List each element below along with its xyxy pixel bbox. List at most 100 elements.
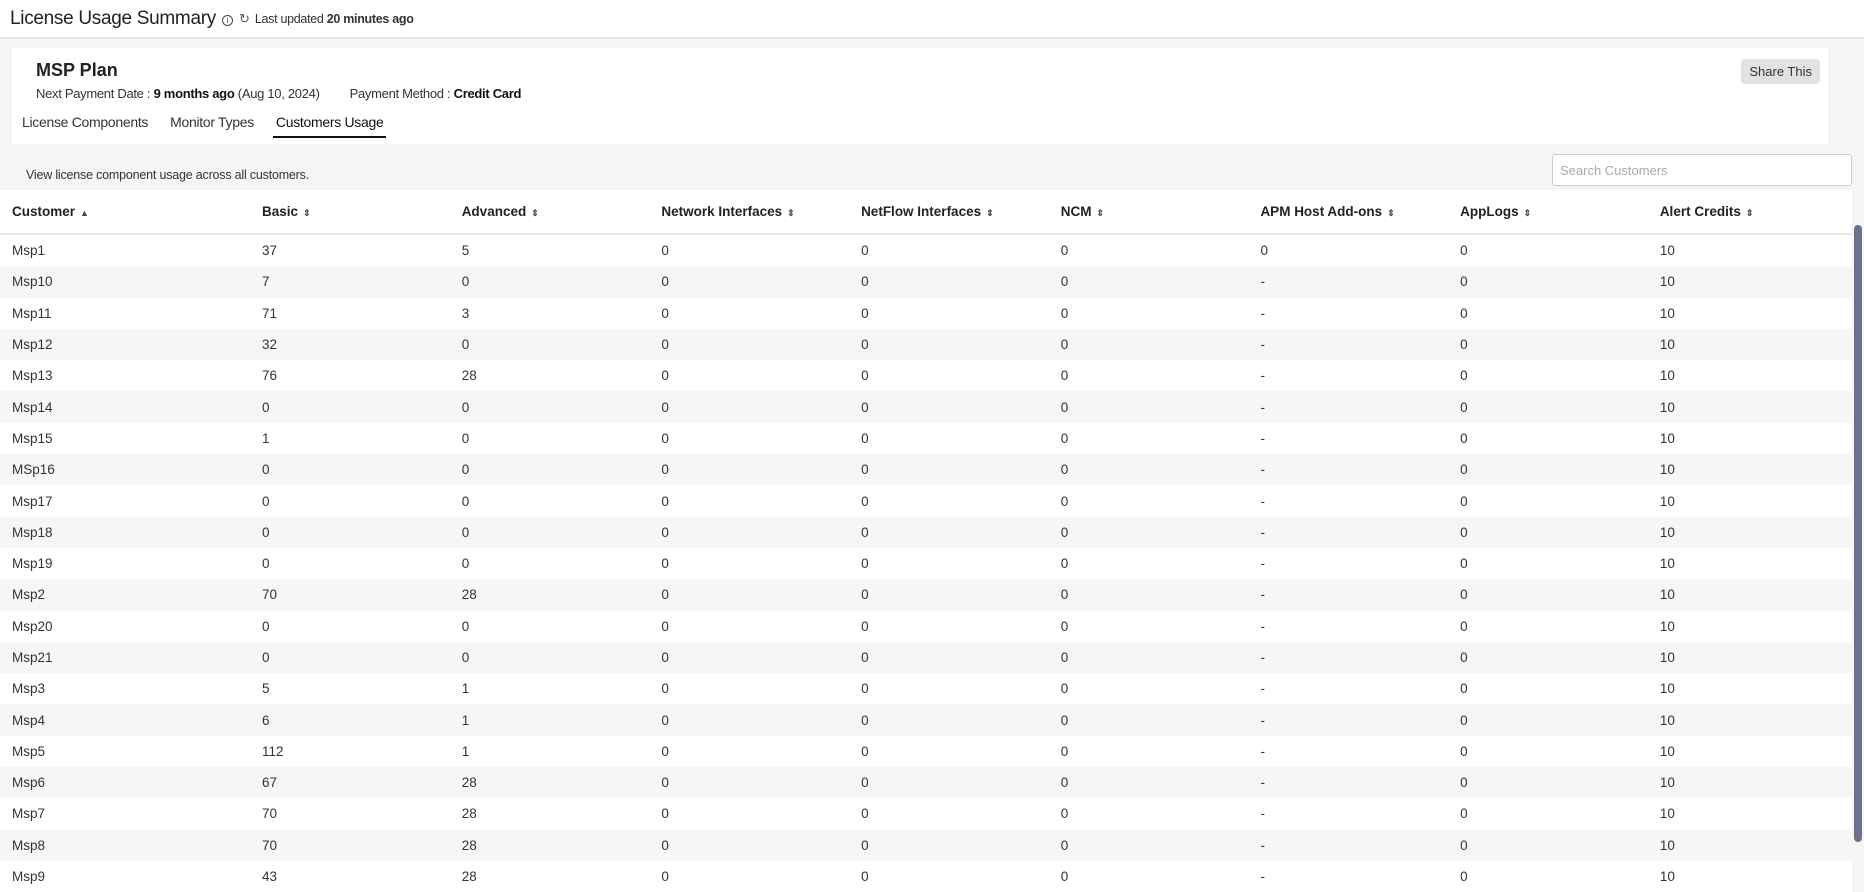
table-row[interactable]: Msp10 7 0 0 0 0 - 0 10 bbox=[0, 266, 1852, 298]
cell-apm-host-add-ons: - bbox=[1260, 806, 1265, 822]
cell-advanced: 28 bbox=[461, 869, 477, 885]
table-row[interactable]: Msp7 70 28 0 0 0 - 0 10 bbox=[0, 798, 1852, 829]
cell-alert-credits: 10 bbox=[1659, 775, 1675, 791]
column-header-label: APM Host Add-ons bbox=[1260, 204, 1383, 219]
table-row[interactable]: Msp13 76 28 0 0 0 - 0 10 bbox=[0, 360, 1852, 391]
cell-alert-credits: 10 bbox=[1659, 524, 1675, 540]
table-row[interactable]: Msp8 70 28 0 0 0 - 0 10 bbox=[0, 829, 1852, 861]
next-payment-value: 9 months ago bbox=[153, 86, 235, 101]
cell-network-interfaces: 0 bbox=[661, 524, 669, 540]
table-row[interactable]: Msp12 32 0 0 0 0 - 0 10 bbox=[0, 328, 1852, 361]
cell-basic: 0 bbox=[262, 524, 270, 540]
share-button[interactable]: Share This bbox=[1741, 59, 1820, 84]
scrollbar[interactable] bbox=[1854, 225, 1862, 842]
cell-ncm: 0 bbox=[1060, 618, 1069, 634]
sort-ascending-icon[interactable]: ▲ bbox=[80, 208, 89, 218]
cell-advanced: 1 bbox=[461, 681, 470, 697]
cell-applogs: 0 bbox=[1460, 869, 1468, 885]
column-header-ncm[interactable]: NCM ⇕ bbox=[1049, 204, 1249, 219]
cell-customer: Msp20 bbox=[12, 618, 53, 634]
table-row[interactable]: Msp18 0 0 0 0 0 - 0 10 bbox=[0, 516, 1852, 548]
column-header-label: Basic bbox=[262, 204, 299, 219]
column-header-apm-host-add-ons[interactable]: APM Host Add-ons ⇕ bbox=[1248, 204, 1448, 219]
table-row[interactable]: Msp9 43 28 0 0 0 - 0 10 bbox=[0, 861, 1852, 892]
table-row[interactable]: Msp21 0 0 0 0 0 - 0 10 bbox=[0, 641, 1852, 674]
tab-customers-usage[interactable]: Customers Usage bbox=[272, 114, 387, 138]
info-icon[interactable]: i bbox=[221, 15, 233, 26]
column-header-netflow-interfaces[interactable]: NetFlow Interfaces ⇕ bbox=[849, 204, 1049, 219]
cell-apm-host-add-ons: - bbox=[1260, 712, 1265, 728]
sort-icon[interactable]: ⇕ bbox=[787, 208, 795, 218]
cell-basic: 37 bbox=[262, 243, 278, 259]
cell-customer: Msp7 bbox=[12, 806, 46, 822]
cell-applogs: 0 bbox=[1460, 618, 1468, 634]
cell-netflow-interfaces: 0 bbox=[861, 837, 869, 853]
cell-apm-host-add-ons: - bbox=[1260, 618, 1265, 634]
table-row[interactable]: Msp1 37 5 0 0 0 0 0 10 bbox=[0, 235, 1852, 266]
column-header-customer[interactable]: Customer ▲ bbox=[0, 204, 250, 219]
page-title: License Usage Summary bbox=[10, 7, 216, 29]
cell-alert-credits: 10 bbox=[1659, 869, 1675, 885]
table-row[interactable]: Msp15 1 0 0 0 0-0 10 bbox=[0, 423, 1852, 454]
last-updated-value: 20 minutes ago bbox=[326, 11, 414, 26]
column-header-applogs[interactable]: AppLogs ⇕ bbox=[1448, 204, 1648, 219]
cell-applogs: 0 bbox=[1460, 650, 1468, 665]
cell-apm-host-add-ons: - bbox=[1260, 305, 1265, 321]
sort-icon[interactable]: ⇕ bbox=[986, 208, 994, 218]
cell-alert-credits: 10 bbox=[1659, 650, 1675, 665]
cell-netflow-interfaces: 0 bbox=[861, 524, 869, 540]
sort-icon[interactable]: ⇕ bbox=[531, 208, 539, 218]
cell-network-interfaces: 0 bbox=[661, 493, 669, 509]
table-row[interactable]: Msp3 5 1 0 0 0-0 10 bbox=[0, 673, 1852, 704]
table-row[interactable]: Msp14 0 0 0 0 0 - 0 10 bbox=[0, 391, 1852, 423]
sort-icon[interactable]: ⇕ bbox=[1745, 208, 1754, 218]
column-header-network-interfaces[interactable]: Network Interfaces ⇕ bbox=[649, 204, 849, 219]
cell-netflow-interfaces: 0 bbox=[861, 368, 869, 384]
cell-network-interfaces: 0 bbox=[661, 430, 669, 446]
cell-network-interfaces: 0 bbox=[661, 305, 669, 321]
table-row[interactable]: Msp4 6 1 0 0 0-0 10 bbox=[0, 704, 1852, 736]
cell-basic: 0 bbox=[262, 556, 270, 572]
column-header-basic[interactable]: Basic ⇕ bbox=[250, 204, 450, 219]
tab-monitor-types[interactable]: Monitor Types bbox=[170, 114, 254, 130]
table-row[interactable]: MSp16 0 0 0 0 0 - 0 10 bbox=[0, 454, 1852, 486]
table-row[interactable]: Msp11 71 3 0 0 0 - 0 10 bbox=[0, 298, 1852, 329]
cell-customer: Msp1 bbox=[12, 243, 46, 259]
column-header-label: NCM bbox=[1060, 204, 1092, 219]
plan-card: MSP Plan Next Payment Date : 9 months ag… bbox=[12, 48, 1828, 144]
tab-bar: License Components Monitor Types Custome… bbox=[19, 114, 387, 138]
sort-icon[interactable]: ⇕ bbox=[303, 208, 311, 218]
cell-basic: 71 bbox=[262, 305, 278, 321]
cell-ncm: 0 bbox=[1060, 462, 1069, 478]
sort-icon[interactable]: ⇕ bbox=[1387, 208, 1395, 218]
cell-ncm: 0 bbox=[1060, 775, 1069, 791]
table-row[interactable]: Msp17 0 0 0 0 0 - 0 10 bbox=[0, 485, 1852, 516]
cell-alert-credits: 10 bbox=[1659, 837, 1675, 853]
payment-method: Payment Method : Credit Card bbox=[350, 86, 522, 101]
table-row[interactable]: Msp6 67 28 0 0 0 - 0 10 bbox=[0, 767, 1852, 799]
table-row[interactable]: Msp19 0 0 0 0 0 - 0 10 bbox=[0, 548, 1852, 579]
column-header-advanced[interactable]: Advanced ⇕ bbox=[450, 204, 650, 219]
cell-customer: Msp5 bbox=[12, 743, 46, 759]
table-row[interactable]: Msp2 70 28 0 0 0 - 0 10 bbox=[0, 579, 1852, 611]
tab-license-components[interactable]: License Components bbox=[22, 114, 149, 130]
table-row[interactable]: Msp5 112 1 0 0 0-0 10 bbox=[0, 736, 1852, 767]
cell-network-interfaces: 0 bbox=[661, 399, 669, 415]
cell-applogs: 0 bbox=[1460, 243, 1468, 259]
search-input[interactable] bbox=[1552, 154, 1852, 186]
cell-advanced: 28 bbox=[461, 806, 477, 822]
cell-basic: 0 bbox=[262, 650, 270, 665]
table-row[interactable]: Msp20 0 0 0 0 0 - 0 10 bbox=[0, 611, 1852, 642]
cell-ncm: 0 bbox=[1060, 524, 1069, 540]
sort-icon[interactable]: ⇕ bbox=[1523, 208, 1532, 218]
refresh-icon[interactable]: ↻ bbox=[238, 10, 250, 26]
cell-alert-credits: 10 bbox=[1659, 243, 1675, 259]
cell-applogs: 0 bbox=[1460, 524, 1468, 540]
cell-applogs: 0 bbox=[1460, 430, 1468, 446]
cell-netflow-interfaces: 0 bbox=[861, 775, 869, 791]
sort-icon[interactable]: ⇕ bbox=[1096, 208, 1105, 218]
column-header-alert-credits[interactable]: Alert Credits ⇕ bbox=[1648, 204, 1848, 219]
cell-advanced: 0 bbox=[461, 399, 470, 415]
cell-customer: Msp8 bbox=[12, 837, 46, 853]
cell-apm-host-add-ons: 0 bbox=[1260, 243, 1268, 259]
